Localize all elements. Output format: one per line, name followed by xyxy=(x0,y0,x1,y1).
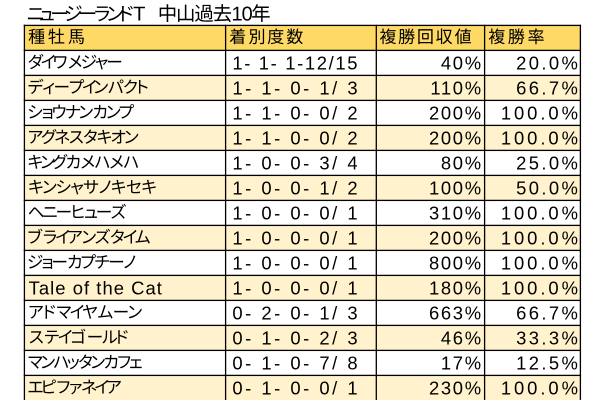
svg-text:33.3%: 33.3% xyxy=(516,328,580,349)
svg-text:0- 2- 0- 1/ 3: 0- 2- 0- 1/ 3 xyxy=(232,303,360,324)
svg-text:230%: 230% xyxy=(429,378,483,399)
svg-text:17%: 17% xyxy=(441,353,483,374)
svg-text:100.0%: 100.0% xyxy=(501,128,581,149)
svg-text:12.5%: 12.5% xyxy=(516,353,580,374)
svg-text:0- 1- 0- 7/ 8: 0- 1- 0- 7/ 8 xyxy=(232,353,360,374)
svg-text:25.0%: 25.0% xyxy=(516,153,580,174)
svg-text:663%: 663% xyxy=(429,303,483,324)
svg-text:800%: 800% xyxy=(429,253,483,274)
svg-text:66.7%: 66.7% xyxy=(516,78,580,99)
svg-text:1- 0- 0- 0/ 1: 1- 0- 0- 0/ 1 xyxy=(232,228,360,249)
svg-text:20.0%: 20.0% xyxy=(516,53,580,74)
svg-text:1- 0- 0- 0/ 1: 1- 0- 0- 0/ 1 xyxy=(232,278,360,299)
svg-text:1- 1- 0- 0/ 2: 1- 1- 0- 0/ 2 xyxy=(232,128,360,149)
svg-text:0- 1- 0- 0/ 1: 0- 1- 0- 0/ 1 xyxy=(232,378,360,399)
svg-text:100%: 100% xyxy=(429,178,483,199)
svg-text:110%: 110% xyxy=(430,78,482,99)
svg-text:66.7%: 66.7% xyxy=(516,303,580,324)
svg-text:0- 1- 0- 2/ 3: 0- 1- 0- 2/ 3 xyxy=(232,328,360,349)
svg-text:1- 0- 0- 0/ 1: 1- 0- 0- 0/ 1 xyxy=(232,203,360,224)
svg-text:100.0%: 100.0% xyxy=(501,203,581,224)
svg-text:100.0%: 100.0% xyxy=(501,103,581,124)
svg-text:310%: 310% xyxy=(429,203,483,224)
svg-text:Tale of the Cat: Tale of the Cat xyxy=(29,278,163,299)
svg-text:46%: 46% xyxy=(441,328,483,349)
svg-text:100.0%: 100.0% xyxy=(501,278,581,299)
svg-text:1- 1- 0- 1/ 3: 1- 1- 0- 1/ 3 xyxy=(232,78,360,99)
svg-text:1- 0- 0- 0/ 1: 1- 0- 0- 0/ 1 xyxy=(232,253,360,274)
svg-text:1- 1- 0- 0/ 2: 1- 1- 0- 0/ 2 xyxy=(232,103,360,124)
svg-text:100.0%: 100.0% xyxy=(501,253,581,274)
svg-text:80%: 80% xyxy=(441,153,483,174)
svg-text:50.0%: 50.0% xyxy=(516,178,580,199)
svg-text:1- 0- 0- 3/ 4: 1- 0- 0- 3/ 4 xyxy=(232,153,360,174)
svg-text:100.0%: 100.0% xyxy=(501,228,581,249)
svg-text:200%: 200% xyxy=(429,228,483,249)
svg-text:200%: 200% xyxy=(429,103,483,124)
svg-text:1- 0- 0- 1/ 2: 1- 0- 0- 1/ 2 xyxy=(232,178,360,199)
svg-text:40%: 40% xyxy=(441,53,483,74)
svg-text:100.0%: 100.0% xyxy=(501,378,581,399)
svg-text:200%: 200% xyxy=(429,128,483,149)
svg-text:1- 1- 1-12/15: 1- 1- 1-12/15 xyxy=(232,53,359,74)
svg-text:180%: 180% xyxy=(429,278,483,299)
